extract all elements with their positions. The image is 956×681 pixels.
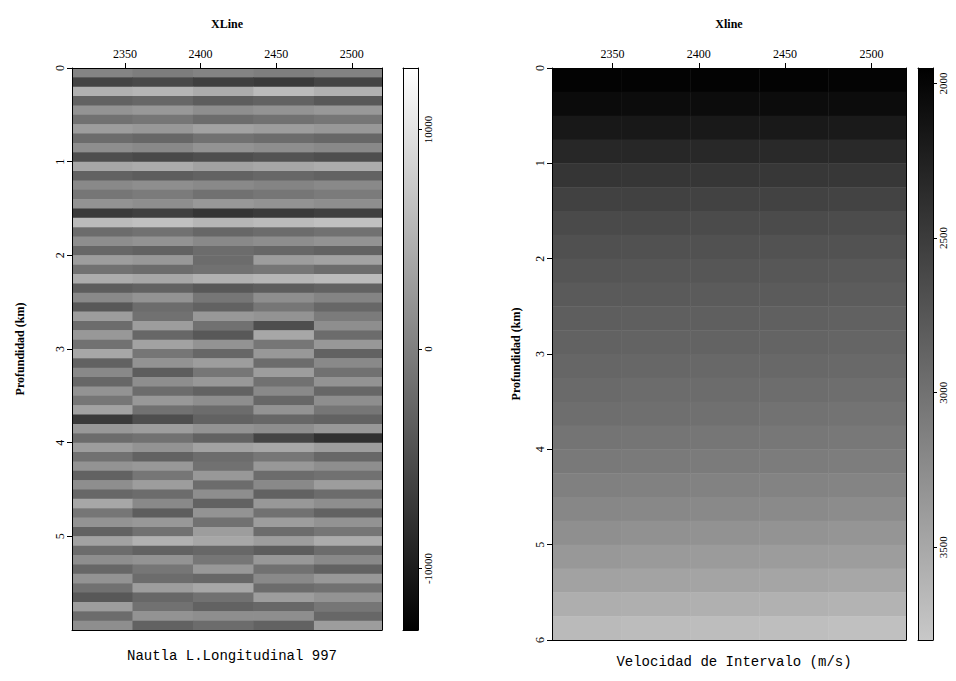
svg-text:3000: 3000: [937, 381, 949, 404]
svg-text:2450: 2450: [773, 47, 797, 61]
svg-text:Profundidad (km): Profundidad (km): [509, 308, 523, 401]
svg-text:6: 6: [533, 637, 547, 643]
svg-text:0: 0: [422, 346, 434, 352]
svg-text:Xline: Xline: [715, 17, 743, 31]
svg-text:XLine: XLine: [211, 17, 244, 31]
svg-text:-10000: -10000: [422, 552, 434, 584]
svg-text:0: 0: [53, 65, 67, 71]
svg-text:2500: 2500: [859, 47, 883, 61]
svg-text:2000: 2000: [937, 72, 949, 95]
svg-text:10000: 10000: [422, 115, 434, 143]
svg-text:2500: 2500: [937, 227, 949, 250]
svg-text:2400: 2400: [189, 47, 213, 61]
svg-text:4: 4: [53, 440, 67, 446]
svg-text:0: 0: [533, 65, 547, 71]
svg-text:2450: 2450: [264, 47, 288, 61]
svg-text:2: 2: [533, 256, 547, 262]
svg-text:2500: 2500: [340, 47, 364, 61]
svg-text:2350: 2350: [600, 47, 624, 61]
svg-text:2400: 2400: [687, 47, 711, 61]
svg-text:Nautla L.Longitudinal 997: Nautla L.Longitudinal 997: [127, 648, 337, 664]
svg-text:3500: 3500: [937, 536, 949, 559]
svg-text:5: 5: [533, 542, 547, 548]
svg-text:Velocidad de Intervalo (m/s): Velocidad de Intervalo (m/s): [616, 654, 851, 670]
svg-text:1: 1: [53, 159, 67, 165]
svg-text:2350: 2350: [113, 47, 137, 61]
svg-text:1: 1: [533, 160, 547, 166]
svg-text:3: 3: [533, 351, 547, 357]
svg-text:2: 2: [53, 252, 67, 258]
svg-text:5: 5: [53, 533, 67, 539]
svg-text:3: 3: [53, 346, 67, 352]
svg-text:Profundidad (km): Profundidad (km): [13, 303, 27, 396]
svg-text:4: 4: [533, 446, 547, 452]
